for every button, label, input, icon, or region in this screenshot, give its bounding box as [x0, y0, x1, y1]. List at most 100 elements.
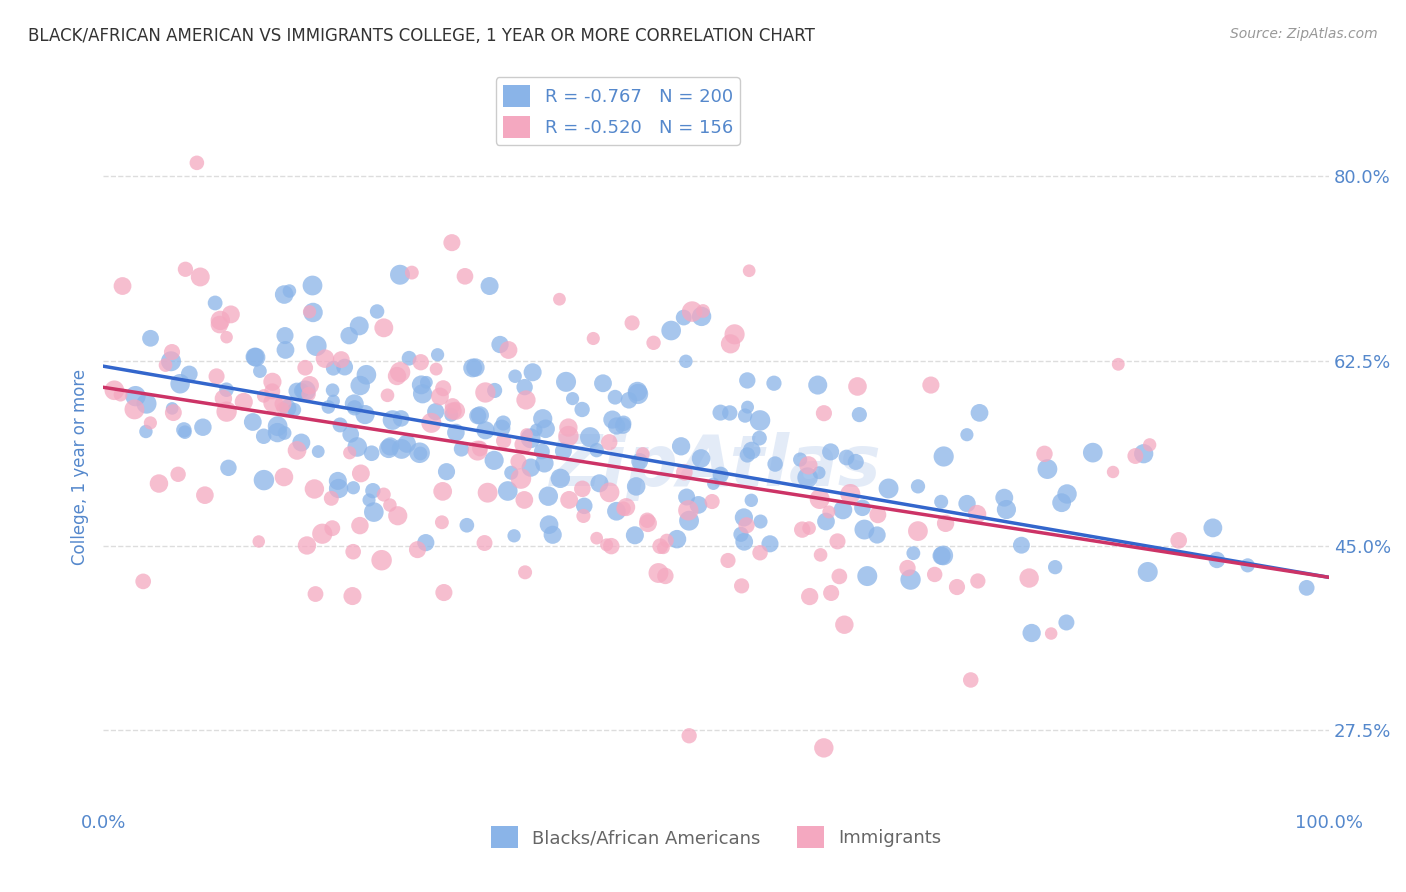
- Point: [848, 408, 870, 422]
- Point: [389, 365, 412, 379]
- Point: [759, 537, 782, 551]
- Point: [174, 425, 197, 440]
- Point: [631, 447, 654, 461]
- Point: [602, 412, 624, 426]
- Point: [441, 404, 464, 418]
- Point: [531, 411, 554, 425]
- Point: [377, 388, 399, 402]
- Point: [762, 376, 785, 391]
- Point: [498, 343, 520, 357]
- Point: [557, 429, 579, 443]
- Point: [444, 404, 467, 418]
- Point: [515, 427, 537, 442]
- Point: [290, 384, 312, 398]
- Point: [415, 376, 437, 390]
- Point: [1139, 438, 1161, 452]
- Point: [538, 517, 561, 532]
- Point: [637, 516, 659, 530]
- Point: [537, 489, 560, 503]
- Point: [278, 284, 301, 298]
- Point: [273, 425, 295, 440]
- Point: [710, 467, 733, 482]
- Point: [799, 590, 821, 604]
- Point: [409, 446, 432, 460]
- Point: [342, 481, 364, 495]
- Point: [249, 364, 271, 378]
- Point: [415, 535, 437, 549]
- Point: [349, 518, 371, 533]
- Point: [666, 532, 689, 546]
- Point: [907, 479, 929, 493]
- Point: [534, 422, 557, 436]
- Point: [444, 425, 467, 440]
- Point: [209, 313, 232, 327]
- Point: [440, 235, 463, 250]
- Text: ZipAtlas: ZipAtlas: [550, 432, 882, 501]
- Point: [1136, 565, 1159, 579]
- Point: [956, 497, 979, 511]
- Point: [441, 399, 464, 413]
- Point: [322, 383, 344, 397]
- Point: [512, 437, 534, 451]
- Point: [820, 445, 842, 459]
- Point: [433, 585, 456, 599]
- Point: [429, 389, 451, 403]
- Point: [553, 444, 575, 458]
- Point: [440, 408, 463, 422]
- Point: [387, 508, 409, 523]
- Point: [311, 526, 333, 541]
- Point: [720, 336, 742, 351]
- Point: [262, 395, 284, 409]
- Point: [541, 528, 564, 542]
- Point: [339, 446, 361, 460]
- Point: [672, 310, 695, 325]
- Point: [326, 474, 349, 488]
- Point: [993, 491, 1015, 505]
- Point: [678, 514, 700, 528]
- Point: [574, 499, 596, 513]
- Point: [361, 483, 384, 498]
- Point: [491, 421, 513, 435]
- Point: [398, 351, 420, 366]
- Point: [215, 404, 238, 418]
- Point: [425, 362, 447, 376]
- Point: [253, 389, 276, 403]
- Point: [1295, 581, 1317, 595]
- Point: [628, 454, 651, 468]
- Point: [391, 442, 413, 456]
- Text: Source: ZipAtlas.com: Source: ZipAtlas.com: [1230, 27, 1378, 41]
- Point: [643, 335, 665, 350]
- Point: [124, 389, 146, 403]
- Point: [503, 369, 526, 384]
- Point: [636, 513, 658, 527]
- Point: [605, 504, 627, 518]
- Point: [343, 401, 366, 415]
- Point: [468, 442, 491, 456]
- Point: [813, 740, 835, 755]
- Point: [675, 490, 697, 504]
- Point: [931, 549, 953, 563]
- Point: [1043, 560, 1066, 574]
- Point: [253, 473, 276, 487]
- Point: [467, 409, 489, 423]
- Point: [613, 417, 636, 431]
- Point: [350, 467, 373, 481]
- Point: [690, 310, 713, 324]
- Point: [508, 454, 530, 468]
- Point: [432, 381, 454, 395]
- Point: [966, 574, 988, 588]
- Point: [730, 527, 752, 541]
- Point: [932, 450, 955, 464]
- Point: [650, 539, 672, 553]
- Point: [194, 488, 217, 502]
- Point: [290, 435, 312, 450]
- Point: [741, 443, 763, 458]
- Point: [599, 485, 621, 500]
- Point: [789, 452, 811, 467]
- Point: [243, 350, 266, 364]
- Point: [339, 427, 361, 442]
- Point: [294, 360, 316, 375]
- Point: [647, 566, 669, 580]
- Point: [621, 316, 644, 330]
- Point: [626, 384, 648, 399]
